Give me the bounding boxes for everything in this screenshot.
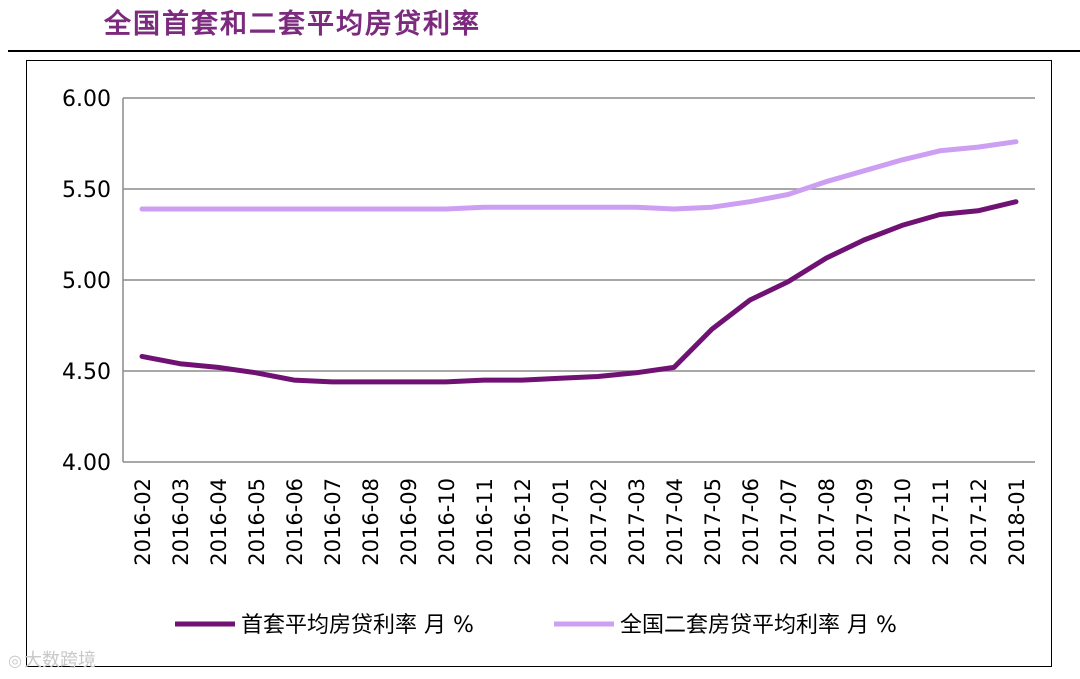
series-line-1	[139, 199, 1019, 385]
x-tick-label: 2016-05	[245, 478, 269, 566]
x-tick-label: 2018-01	[1005, 478, 1029, 566]
x-tick-label: 2016-06	[283, 478, 307, 566]
x-tick-label: 2017-10	[891, 478, 915, 566]
x-tick-label: 2016-12	[511, 478, 535, 566]
x-tick-label: 2017-12	[967, 478, 991, 566]
x-tick-label: 2016-02	[131, 478, 155, 566]
chart-frame: 4.00 4.50 5.00 5.50 6.00 2016-02 2016-03 2016-0…	[26, 60, 1052, 667]
x-tick-label: 2016-08	[359, 478, 383, 566]
legend-label: 首套平均房贷利率 月 %	[241, 613, 474, 638]
x-tick-label: 2017-02	[587, 478, 611, 566]
watermark: ◎ 大数跨境	[8, 646, 96, 672]
y-tick-label: 5.50	[62, 178, 111, 203]
legend-label: 全国二套房贷平均利率 月 %	[620, 613, 897, 638]
weibo-icon: ◎	[8, 651, 22, 670]
x-tick-label: 2017-04	[663, 478, 687, 566]
x-tick-label: 2016-10	[435, 478, 459, 566]
x-tick-label: 2017-07	[777, 478, 801, 566]
line-chart: 4.00 4.50 5.00 5.50 6.00 2016-02 2016-03 2016-0…	[62, 87, 1035, 638]
y-tick-label: 4.00	[62, 451, 111, 476]
series-line-2	[139, 139, 1019, 212]
page-title: 全国首套和二套平均房贷利率	[104, 9, 481, 40]
x-tick-label: 2017-05	[701, 478, 725, 566]
y-tick-label: 5.00	[62, 269, 111, 294]
x-tick-label: 2016-03	[169, 478, 193, 566]
x-tick-label: 2017-11	[929, 478, 953, 566]
x-tick-label: 2017-09	[853, 478, 877, 566]
x-tick-label: 2017-08	[815, 478, 839, 566]
y-tick-label: 4.50	[62, 360, 111, 385]
x-tick-label: 2016-07	[321, 478, 345, 566]
x-tick-label: 2017-06	[739, 478, 763, 566]
title-divider	[8, 50, 1080, 52]
watermark-text: 大数跨境	[23, 650, 96, 671]
y-tick-label: 6.00	[62, 87, 111, 112]
x-tick-label: 2017-01	[549, 478, 573, 566]
x-tick-label: 2016-09	[397, 478, 421, 566]
x-tick-label: 2016-11	[473, 478, 497, 566]
x-tick-label: 2017-03	[625, 478, 649, 566]
x-tick-label: 2016-04	[207, 478, 231, 566]
